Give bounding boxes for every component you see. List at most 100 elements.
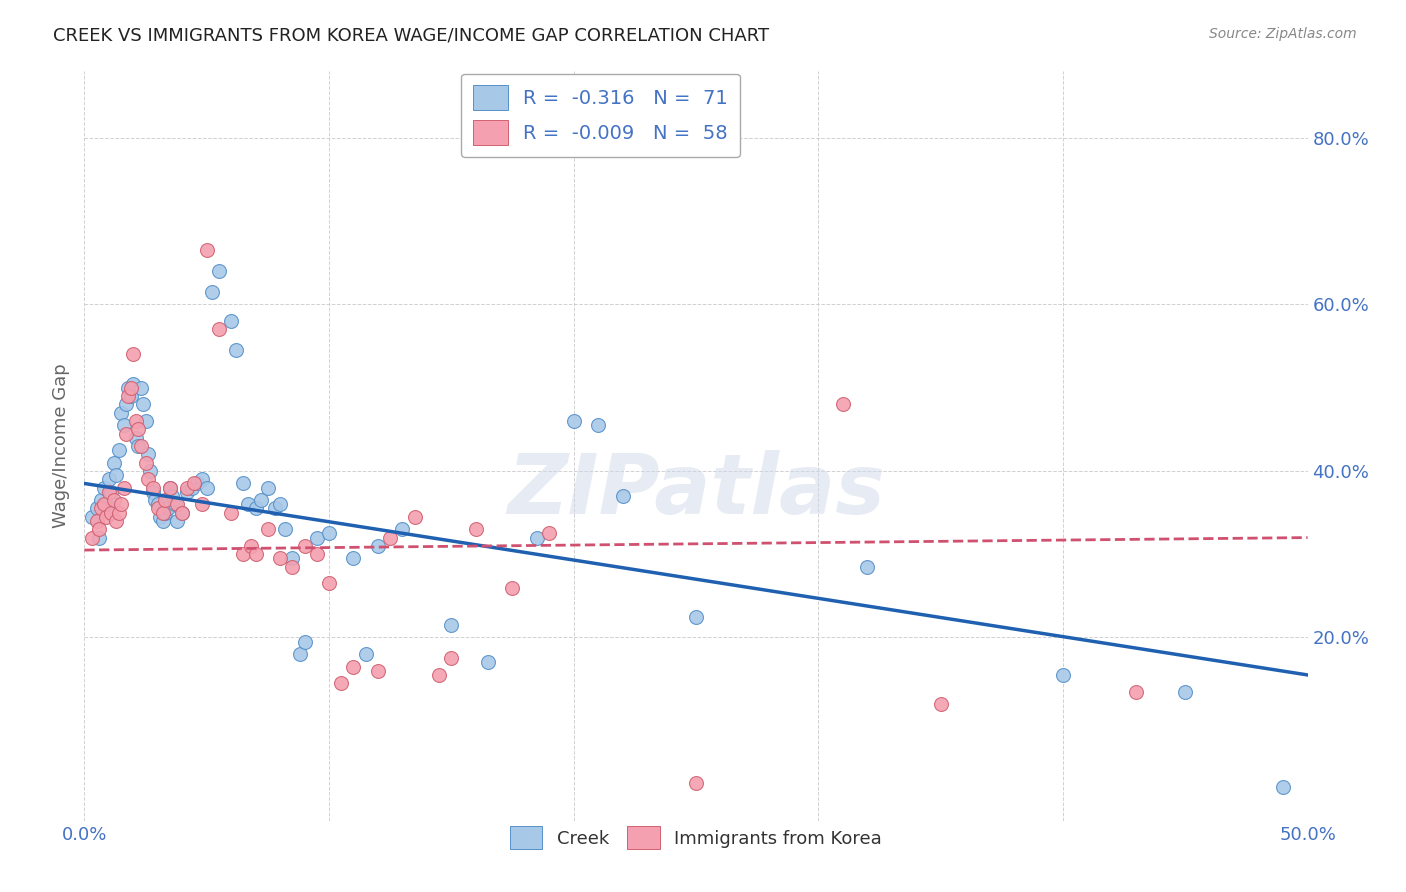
Point: [87, 531, 110, 545]
Point: [831, 397, 853, 411]
Point: [427, 668, 450, 682]
Point: [232, 547, 254, 561]
Point: [103, 493, 125, 508]
Point: [440, 651, 463, 665]
Point: [245, 547, 267, 561]
Point: [526, 531, 548, 545]
Point: [129, 439, 152, 453]
Legend: Creek, Immigrants from Korea: Creek, Immigrants from Korea: [503, 819, 889, 856]
Point: [129, 381, 152, 395]
Point: [163, 497, 186, 511]
Point: [80, 509, 103, 524]
Point: [110, 497, 132, 511]
Point: [181, 481, 204, 495]
Point: [318, 576, 340, 591]
Point: [929, 697, 952, 711]
Point: [294, 539, 316, 553]
Point: [612, 489, 634, 503]
Point: [153, 493, 176, 508]
Point: [586, 418, 609, 433]
Point: [146, 501, 169, 516]
Point: [305, 547, 328, 561]
Point: [245, 501, 267, 516]
Point: [477, 656, 499, 670]
Y-axis label: Wage/Income Gap: Wage/Income Gap: [52, 364, 70, 528]
Point: [219, 506, 242, 520]
Point: [96, 509, 118, 524]
Point: [136, 472, 159, 486]
Point: [122, 376, 145, 391]
Text: CREEK VS IMMIGRANTS FROM KOREA WAGE/INCOME GAP CORRELATION CHART: CREEK VS IMMIGRANTS FROM KOREA WAGE/INCO…: [53, 27, 769, 45]
Point: [464, 522, 486, 536]
Point: [115, 397, 138, 411]
Point: [112, 418, 135, 433]
Point: [100, 506, 122, 520]
Point: [96, 497, 118, 511]
Point: [195, 481, 218, 495]
Point: [97, 472, 120, 486]
Point: [162, 489, 184, 503]
Point: [107, 443, 129, 458]
Point: [172, 506, 194, 520]
Point: [257, 481, 280, 495]
Point: [125, 431, 148, 445]
Point: [367, 664, 389, 678]
Point: [132, 397, 155, 411]
Point: [142, 481, 165, 495]
Point: [269, 551, 291, 566]
Point: [281, 559, 304, 574]
Point: [115, 426, 138, 441]
Point: [139, 464, 162, 478]
Point: [146, 497, 169, 511]
Point: [354, 647, 377, 661]
Point: [208, 264, 231, 278]
Text: Source: ZipAtlas.com: Source: ZipAtlas.com: [1209, 27, 1357, 41]
Point: [1052, 668, 1074, 682]
Point: [274, 522, 297, 536]
Point: [117, 381, 139, 395]
Point: [135, 456, 157, 470]
Point: [538, 526, 561, 541]
Point: [120, 389, 142, 403]
Point: [856, 559, 879, 574]
Point: [166, 514, 188, 528]
Point: [195, 244, 218, 258]
Point: [318, 526, 340, 541]
Point: [159, 481, 181, 495]
Point: [502, 581, 524, 595]
Text: ZIPatlas: ZIPatlas: [508, 450, 884, 532]
Point: [225, 343, 247, 358]
Point: [125, 414, 148, 428]
Point: [1174, 684, 1197, 698]
Point: [93, 481, 115, 495]
Point: [127, 439, 149, 453]
Point: [90, 493, 112, 508]
Point: [93, 497, 115, 511]
Point: [135, 414, 157, 428]
Point: [191, 472, 214, 486]
Point: [305, 531, 328, 545]
Point: [112, 481, 135, 495]
Point: [219, 314, 242, 328]
Point: [86, 514, 108, 528]
Point: [288, 647, 311, 661]
Point: [159, 481, 181, 495]
Point: [87, 522, 110, 536]
Point: [685, 776, 707, 790]
Point: [97, 484, 120, 499]
Point: [166, 497, 188, 511]
Point: [136, 447, 159, 461]
Point: [294, 634, 316, 648]
Point: [149, 509, 172, 524]
Point: [264, 501, 287, 516]
Point: [208, 322, 231, 336]
Point: [200, 285, 222, 299]
Point: [330, 676, 353, 690]
Point: [122, 347, 145, 361]
Point: [281, 551, 304, 566]
Point: [110, 406, 132, 420]
Point: [152, 514, 174, 528]
Point: [120, 381, 142, 395]
Point: [176, 481, 198, 495]
Point: [176, 484, 198, 499]
